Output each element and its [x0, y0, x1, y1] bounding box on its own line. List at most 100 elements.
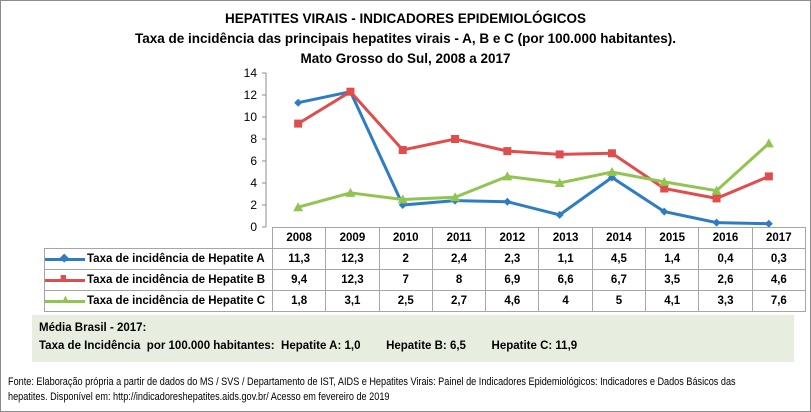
data-label: 11,3	[271, 248, 327, 270]
data-label: 6,7	[591, 269, 647, 291]
data-label: 1,8	[271, 290, 327, 312]
year-header: 2012	[485, 227, 540, 249]
data-label: 2,4	[431, 248, 487, 270]
data-point	[554, 178, 565, 187]
series-line-b	[297, 89, 770, 200]
data-point	[712, 218, 721, 227]
y-tick-label: 14	[244, 66, 258, 80]
data-point	[764, 172, 773, 181]
data-point	[763, 138, 774, 148]
data-label: 6,9	[485, 269, 540, 291]
y-tick-label: 6	[250, 154, 257, 168]
data-label: 12,3	[325, 248, 380, 270]
table-row: ▲ Taxa de incidência de Hepatite C 1,8 3,1 2…	[44, 290, 806, 312]
data-point	[294, 98, 303, 107]
data-label: 2,6	[698, 269, 753, 291]
table-corner	[44, 227, 273, 249]
data-label: 4	[538, 290, 593, 312]
data-point	[293, 202, 304, 212]
data-label: 6,6	[538, 269, 593, 291]
data-point	[502, 171, 513, 181]
y-tick-label: 0	[250, 220, 257, 234]
series-name: Taxa de incidência de Hepatite B	[87, 274, 266, 286]
data-point	[555, 210, 564, 219]
media-values: Taxa de Incidência por 100.000 habitante…	[39, 340, 577, 352]
year-header: 2015	[645, 227, 700, 249]
data-label: 3,3	[698, 290, 753, 312]
media-a: Hepatite A: 1,0	[281, 340, 361, 352]
data-point	[397, 194, 408, 204]
year-header: 2013	[538, 227, 593, 249]
data-label: 7,6	[751, 290, 806, 312]
data-point	[764, 219, 773, 228]
legend-key-triangle-icon: ▲	[45, 293, 85, 306]
data-point	[607, 149, 616, 158]
data-label: 2,3	[485, 248, 540, 270]
year-header: 2016	[698, 227, 753, 249]
data-point	[660, 207, 669, 216]
data-label: 2,7	[431, 290, 487, 312]
legend-cell: ◆ Taxa de incidência de Hepatite A	[44, 248, 273, 270]
legend-cell: ■ Taxa de incidência de Hepatite B	[44, 269, 273, 291]
table-row: ■ Taxa de incidência de Hepatite B 9,4 12,3…	[44, 269, 806, 291]
y-tick-label: 8	[250, 132, 257, 146]
series-name: Taxa de incidência de Hepatite A	[87, 253, 265, 265]
chart-subtitle: Taxa de incidência das principais hepati…	[135, 31, 676, 46]
legend-key-diamond-icon: ◆	[45, 252, 85, 264]
series-line-a	[297, 89, 769, 226]
media-c: Hepatite C: 11,9	[491, 340, 578, 352]
brazil-average-box: Média Brasil - 2017: Taxa de Incidência …	[32, 315, 794, 362]
data-label: 9,4	[271, 269, 327, 291]
table-row: ◆ Taxa de incidência de Hepatite A 11,3 12,…	[44, 248, 806, 270]
series-line-c	[297, 142, 770, 209]
data-label: 4,6	[751, 269, 806, 291]
source-note: Fonte: Elaboração própria a partir de da…	[8, 375, 810, 405]
data-label: 3,1	[325, 290, 380, 312]
data-point	[555, 150, 564, 159]
data-point	[606, 167, 617, 176]
data-point	[451, 135, 460, 143]
data-label: 7	[378, 269, 433, 291]
data-label: 2,5	[378, 290, 433, 312]
data-point	[712, 194, 721, 203]
data-label: 4,1	[645, 290, 700, 312]
data-label: 1,1	[538, 248, 593, 270]
source-line-2: hepatites. Disponível em: http://indicad…	[8, 391, 390, 403]
chart-subtitle-2: Mato Grosso do Sul, 2008 a 2017	[300, 51, 511, 66]
data-point	[503, 147, 512, 156]
source-line-1: Fonte: Elaboração própria a partir de da…	[8, 376, 736, 388]
year-header: 2009	[325, 227, 380, 249]
y-tick-label: 2	[250, 198, 257, 212]
data-point	[711, 185, 722, 195]
data-point	[659, 176, 670, 186]
data-point	[294, 119, 303, 128]
data-label: 4,6	[485, 290, 540, 312]
data-label: 8	[431, 269, 487, 291]
data-point	[398, 146, 407, 154]
legend-key-square-icon: ■	[45, 272, 85, 285]
data-label: 12,3	[325, 269, 380, 291]
year-header: 2010	[378, 227, 433, 249]
year-header: 2017	[751, 227, 806, 249]
legend-cell: ▲ Taxa de incidência de Hepatite C	[44, 290, 273, 312]
data-label: 2	[378, 248, 433, 270]
y-tick-label: 12	[244, 88, 258, 102]
data-point	[345, 187, 356, 197]
series-name: Taxa de incidência de Hepatite C	[87, 295, 266, 307]
year-header: 2014	[591, 227, 647, 249]
data-table: 2008 2009 2010 2011 2012 2013 2014 2015 2016 2017…	[44, 227, 806, 312]
year-header: 2008	[271, 227, 327, 249]
data-label: 5	[591, 290, 647, 312]
data-label: 1,4	[645, 248, 700, 270]
data-label: 0,4	[698, 248, 753, 270]
media-b: Hepatite B: 6,5	[386, 340, 466, 352]
data-point	[346, 87, 355, 96]
data-point	[660, 184, 669, 193]
media-prefix: Taxa de Incidência por 100.000 habitante…	[39, 340, 275, 352]
media-heading: Média Brasil - 2017:	[39, 322, 147, 334]
data-label: 4,5	[591, 248, 647, 270]
data-label: 3,5	[645, 269, 700, 291]
chart-title: HEPATITES VIRAIS - INDICADORES EPIDEMIOL…	[224, 11, 587, 26]
data-point	[450, 192, 461, 202]
